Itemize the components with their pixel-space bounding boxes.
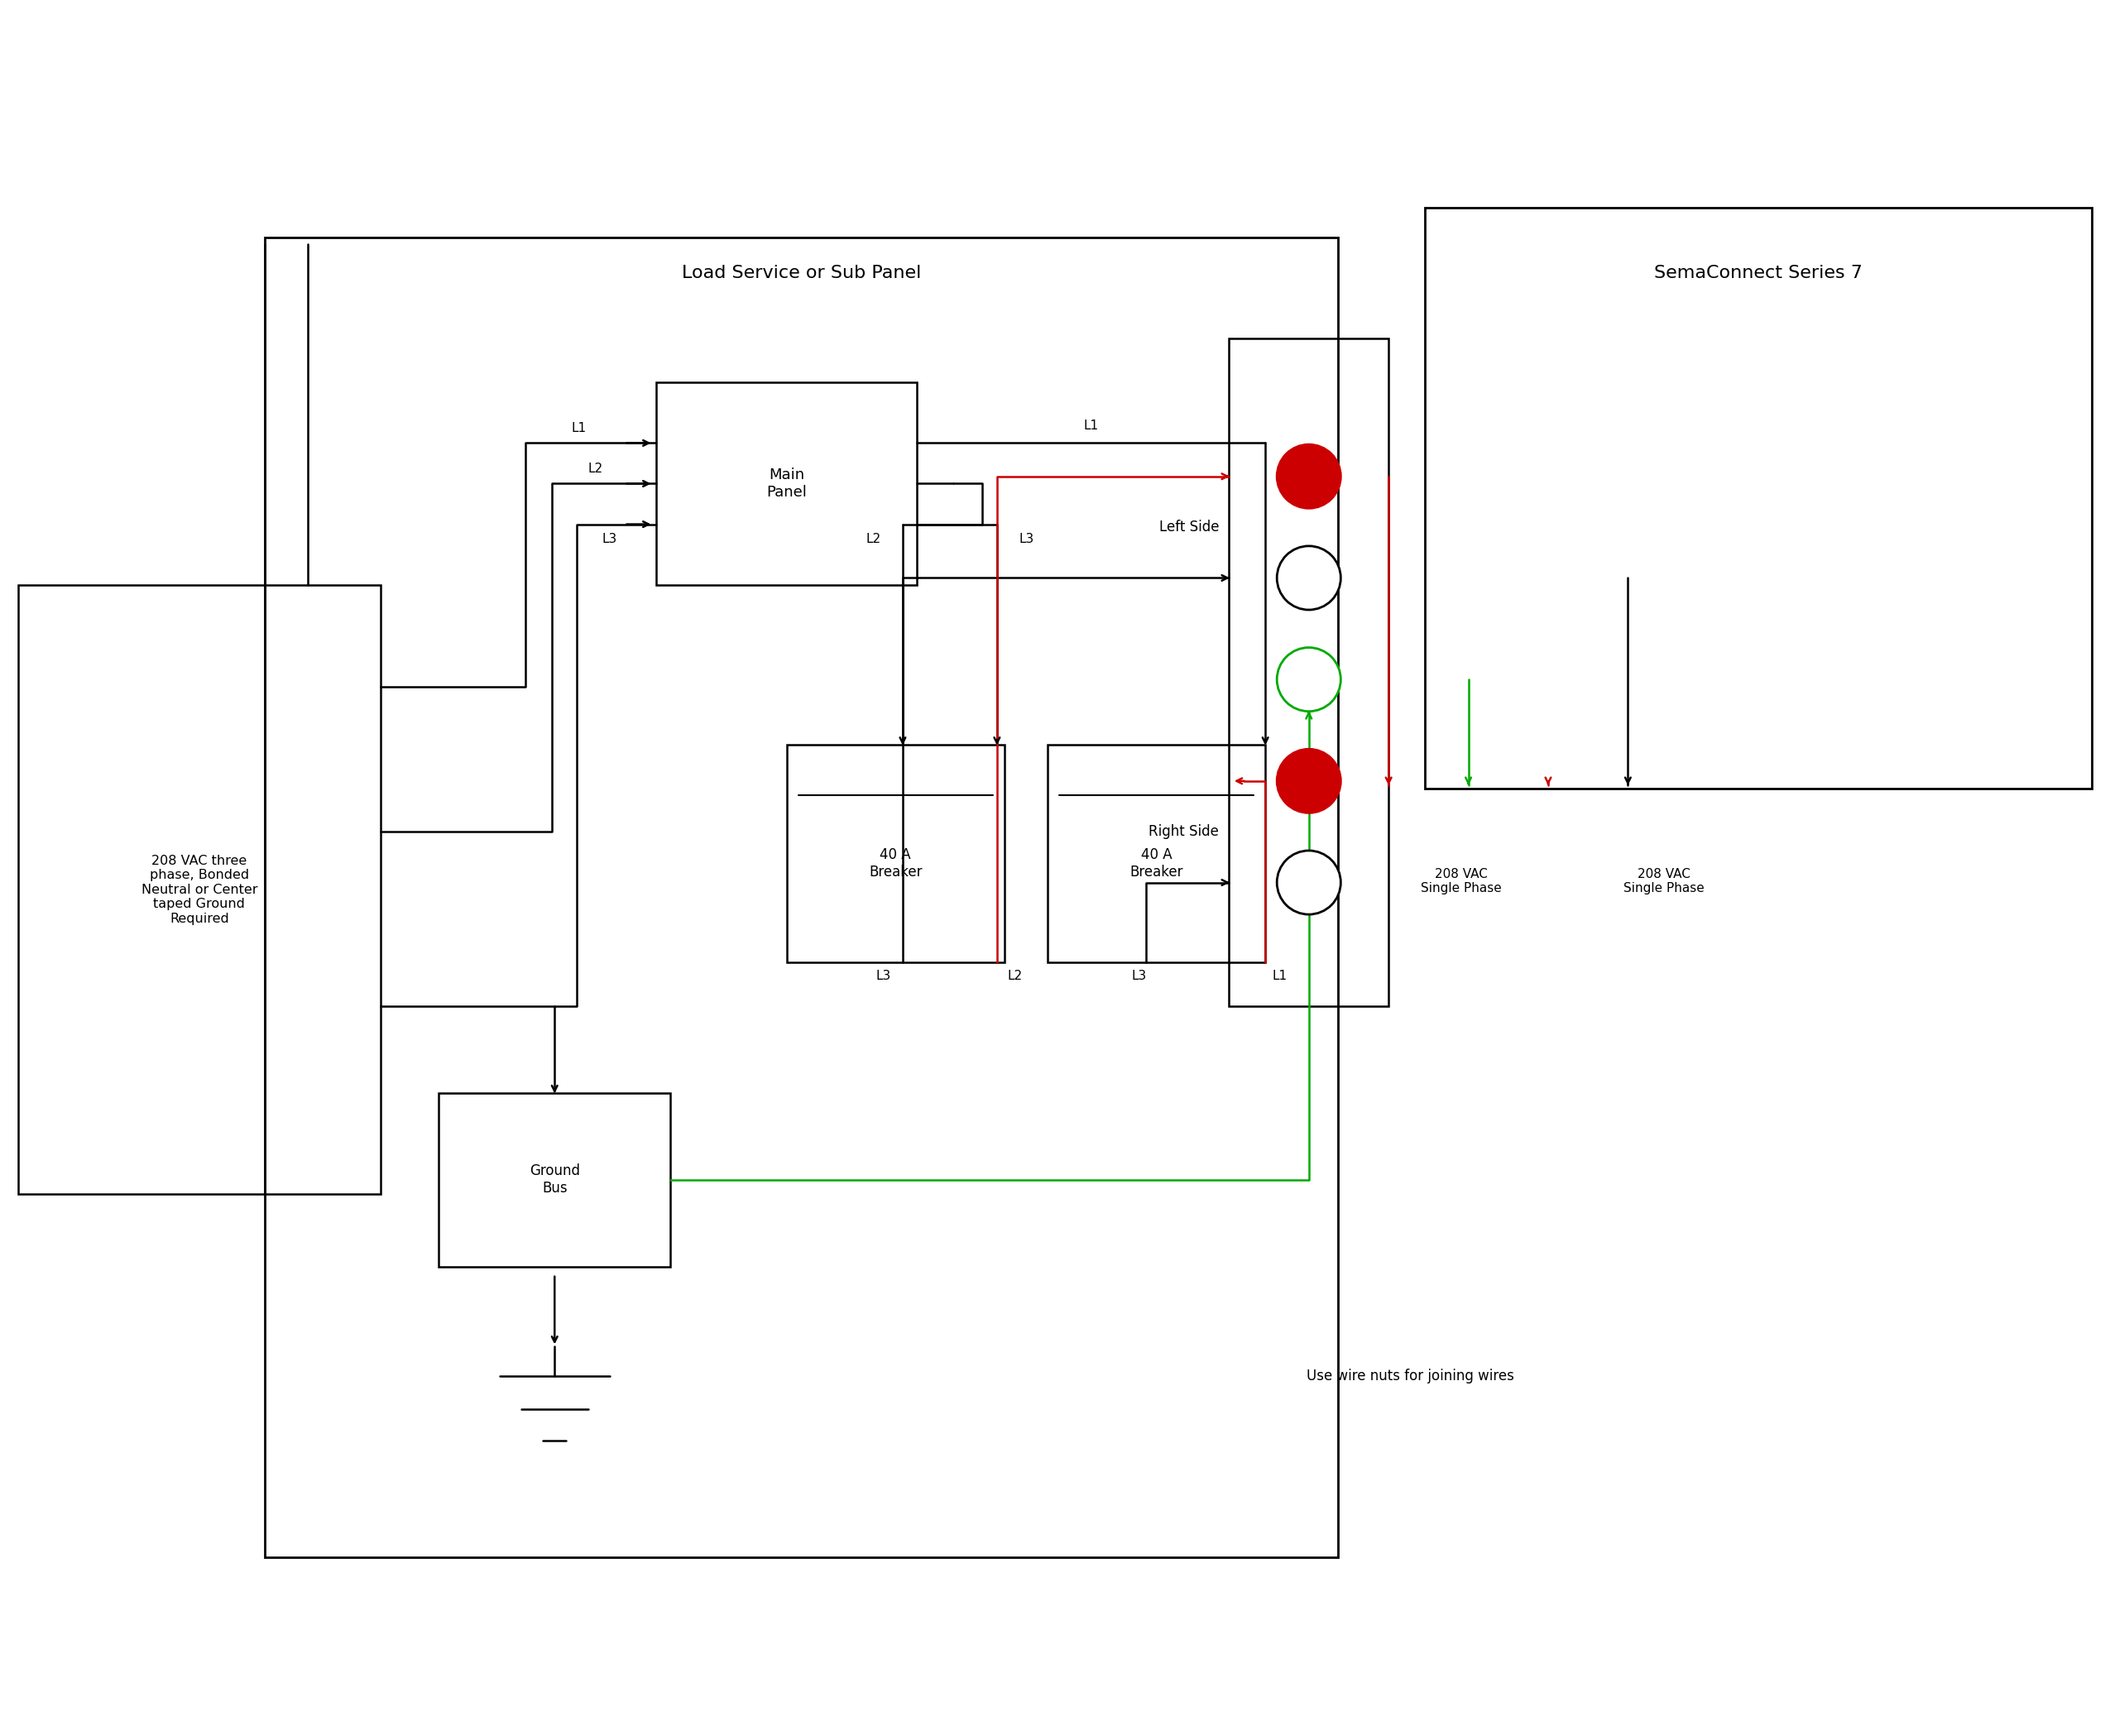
Text: L1: L1 xyxy=(572,422,587,434)
Text: 208 VAC three
phase, Bonded
Neutral or Center
taped Ground
Required: 208 VAC three phase, Bonded Neutral or C… xyxy=(141,854,257,925)
Text: Use wire nuts for joining wires: Use wire nuts for joining wires xyxy=(1306,1368,1515,1384)
Text: L1: L1 xyxy=(1272,969,1287,983)
Text: 40 A
Breaker: 40 A Breaker xyxy=(1129,847,1184,880)
Text: L3: L3 xyxy=(876,969,890,983)
Circle shape xyxy=(1277,547,1340,609)
Text: L3: L3 xyxy=(1019,533,1034,545)
Bar xyxy=(1049,745,1266,962)
Bar xyxy=(656,382,918,585)
Circle shape xyxy=(1277,748,1340,812)
Text: Left Side: Left Side xyxy=(1158,519,1220,535)
Text: L2: L2 xyxy=(1006,969,1021,983)
Text: SemaConnect Series 7: SemaConnect Series 7 xyxy=(1654,266,1863,281)
Text: 208 VAC
Single Phase: 208 VAC Single Phase xyxy=(1625,868,1705,894)
Bar xyxy=(1424,208,2091,788)
Text: Load Service or Sub Panel: Load Service or Sub Panel xyxy=(682,266,920,281)
Text: Right Side: Right Side xyxy=(1148,825,1220,838)
Text: L2: L2 xyxy=(589,464,603,476)
Text: 40 A
Breaker: 40 A Breaker xyxy=(869,847,922,880)
Bar xyxy=(19,585,380,1194)
Text: L3: L3 xyxy=(601,533,618,545)
Text: Main
Panel: Main Panel xyxy=(766,467,806,500)
Bar xyxy=(264,238,1338,1557)
Circle shape xyxy=(1277,444,1340,509)
Bar xyxy=(787,745,1004,962)
Text: L1: L1 xyxy=(1085,420,1099,432)
Text: 208 VAC
Single Phase: 208 VAC Single Phase xyxy=(1420,868,1502,894)
Bar xyxy=(439,1094,671,1267)
Circle shape xyxy=(1277,851,1340,915)
Text: L3: L3 xyxy=(1131,969,1146,983)
Circle shape xyxy=(1277,648,1340,712)
Text: L2: L2 xyxy=(865,533,882,545)
Bar xyxy=(1228,339,1388,1005)
Text: Ground
Bus: Ground Bus xyxy=(530,1163,580,1196)
